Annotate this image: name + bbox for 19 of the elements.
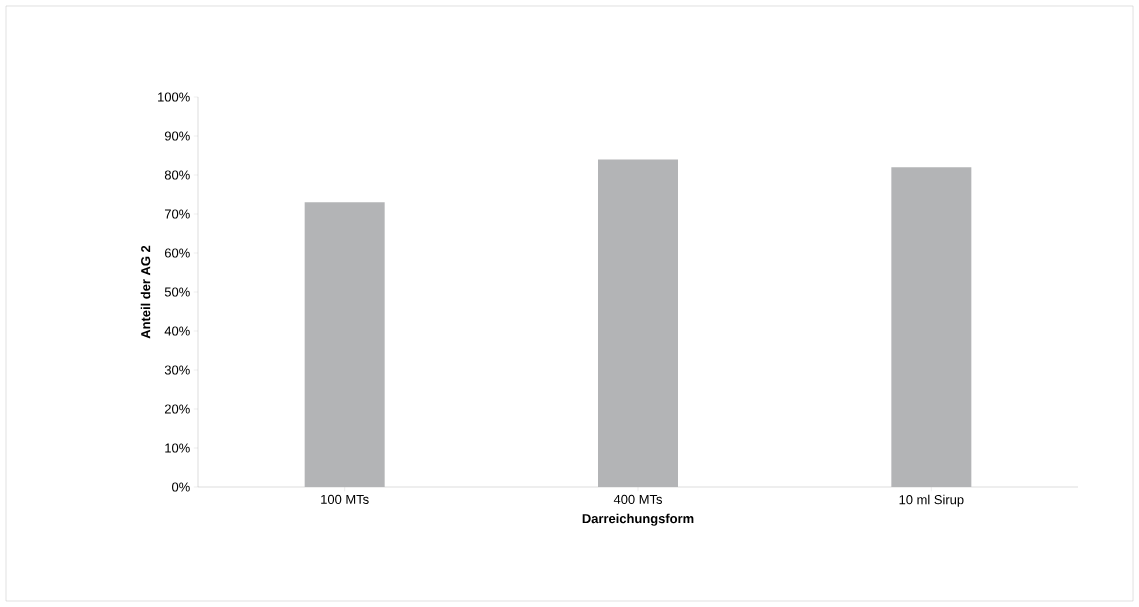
y-tick-label: 10%: [165, 443, 190, 453]
y-tick-label: 80%: [164, 170, 190, 180]
bar: [891, 167, 972, 487]
y-tick-label: 0%: [172, 482, 190, 492]
y-tick-label: 100%: [158, 92, 190, 102]
x-tick-label: 100 MTs: [321, 494, 369, 504]
y-tick-label: 50%: [164, 287, 190, 297]
y-tick-label: 90%: [164, 131, 190, 141]
bar: [304, 202, 385, 487]
x-tick-label: 400 MTs: [613, 494, 663, 504]
y-axis-title: Anteil der AG 2: [140, 245, 151, 339]
y-tick-label: 40%: [164, 326, 190, 336]
y-tick-label: 20%: [164, 404, 190, 414]
x-axis-title: Darreichungsform: [582, 513, 694, 526]
y-tick-label: 70%: [164, 209, 190, 219]
y-tick-label: 30%: [164, 365, 190, 375]
x-tick-label: 10 ml Sirup: [899, 494, 964, 507]
bar: [598, 159, 678, 487]
y-tick-label: 60%: [164, 248, 190, 258]
